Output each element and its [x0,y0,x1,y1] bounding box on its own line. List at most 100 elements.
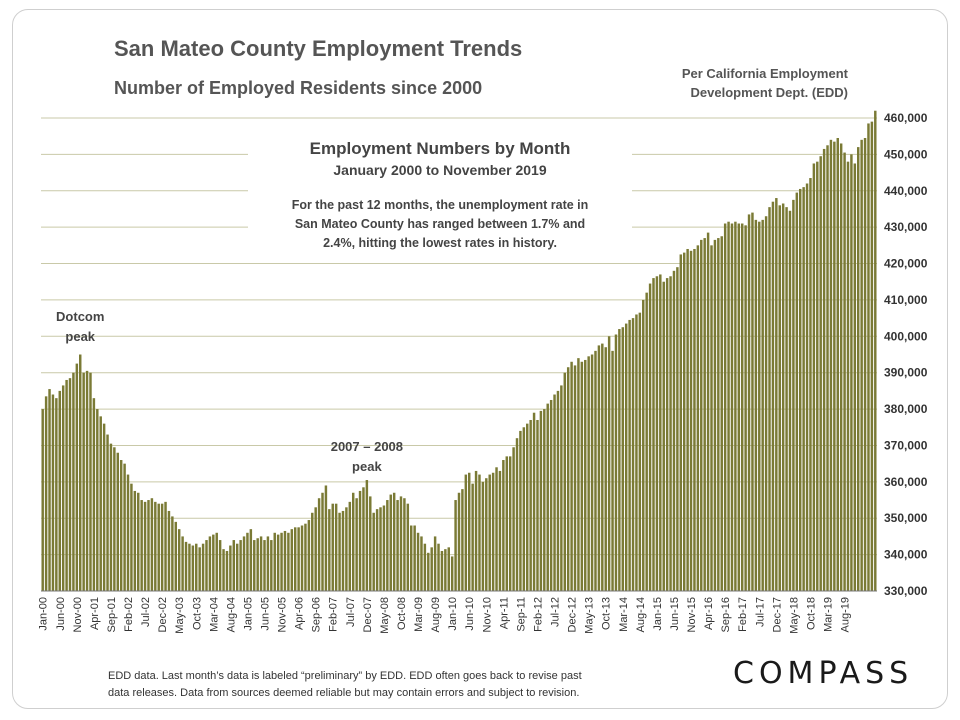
bar [529,419,532,591]
bar [833,141,836,591]
bar [758,221,761,591]
bar [259,536,263,591]
bar [379,507,382,591]
bar [672,270,676,591]
bar [195,543,198,591]
bar [249,529,253,591]
bar [242,536,246,591]
x-tick-label: Dec-12 [567,597,579,632]
x-tick-label: Feb-17 [737,597,749,632]
compass-logo: COMPASS [733,656,914,691]
page-title: San Mateo County Employment Trends [114,36,523,61]
bar [72,372,75,591]
bar [106,434,109,591]
bar [860,139,863,592]
bar [734,221,737,591]
bar [420,536,423,591]
bar [597,345,601,591]
bar [232,540,236,591]
bar [41,409,44,591]
bar [96,409,99,591]
bar [328,509,331,591]
bar [819,156,822,591]
slide-frame [12,9,948,709]
x-tick-label: Jun-00 [55,597,67,631]
bar [682,252,686,591]
bar [778,205,781,592]
bar [730,223,734,591]
bar [440,550,444,591]
x-tick-label: Aug-09 [430,597,442,632]
bar [696,245,700,591]
x-tick-label: Sep-06 [311,597,323,632]
bar [177,529,181,591]
x-tick-label: Oct-08 [396,597,408,630]
bar [410,525,413,591]
bar [293,527,297,591]
bar [188,543,191,591]
bar [665,278,669,591]
x-tick-label: Dec-07 [362,597,374,632]
bar [365,480,369,591]
x-tick-label: May-03 [174,597,186,634]
y-tick-label: 380,000 [884,402,928,416]
bar [113,447,116,591]
bar [781,203,785,591]
bar [270,540,273,591]
bar [549,399,553,591]
bar [850,154,853,591]
bar [201,543,205,591]
bar [761,219,764,591]
x-tick-label: Sep-01 [106,597,118,632]
bar [215,532,218,591]
bar [812,163,816,591]
bar [689,250,693,592]
bar [382,505,386,591]
bar [253,540,256,591]
bar [205,540,208,591]
y-tick-label: 330,000 [884,584,928,598]
page-subtitle: Number of Employed Residents since 2000 [114,78,483,98]
bar [430,547,433,591]
x-tick-label: Jul-12 [550,597,562,627]
bar [208,536,212,591]
x-tick-label: May-08 [379,597,391,634]
y-tick-label: 400,000 [884,329,928,343]
bar [532,412,536,591]
chart-title: Employment Numbers by Month [310,139,571,158]
x-tick-label: Nov-00 [72,597,84,632]
bar [246,532,249,591]
bar [58,390,61,591]
x-tick-label: Aug-04 [225,597,237,632]
bar [740,223,744,591]
bar [560,385,563,591]
bar [580,361,584,591]
bar [614,334,618,591]
bar [130,483,133,591]
bar [427,552,430,591]
x-tick-label: Jun-10 [464,597,476,631]
bar [485,478,488,591]
annotation-2007-2008-peak: peak [352,459,382,474]
bar [225,550,229,591]
bar [775,198,778,592]
bar [488,474,491,591]
bar [590,354,594,591]
bar [372,512,375,591]
bar [809,178,812,592]
x-tick-label: Mar-19 [823,597,835,632]
bar [553,394,556,591]
bar [338,512,341,591]
bar [311,512,314,591]
chart-subtitle: January 2000 to November 2019 [333,162,546,178]
bar [594,350,597,591]
bar [768,207,771,591]
y-tick-label: 390,000 [884,366,928,380]
bar [235,543,239,591]
x-tick-label: Feb-02 [123,597,135,632]
bar [693,248,696,591]
bar [79,354,82,591]
bar [345,507,348,591]
bar [648,283,652,591]
x-tick-label: Apr-06 [294,597,306,630]
